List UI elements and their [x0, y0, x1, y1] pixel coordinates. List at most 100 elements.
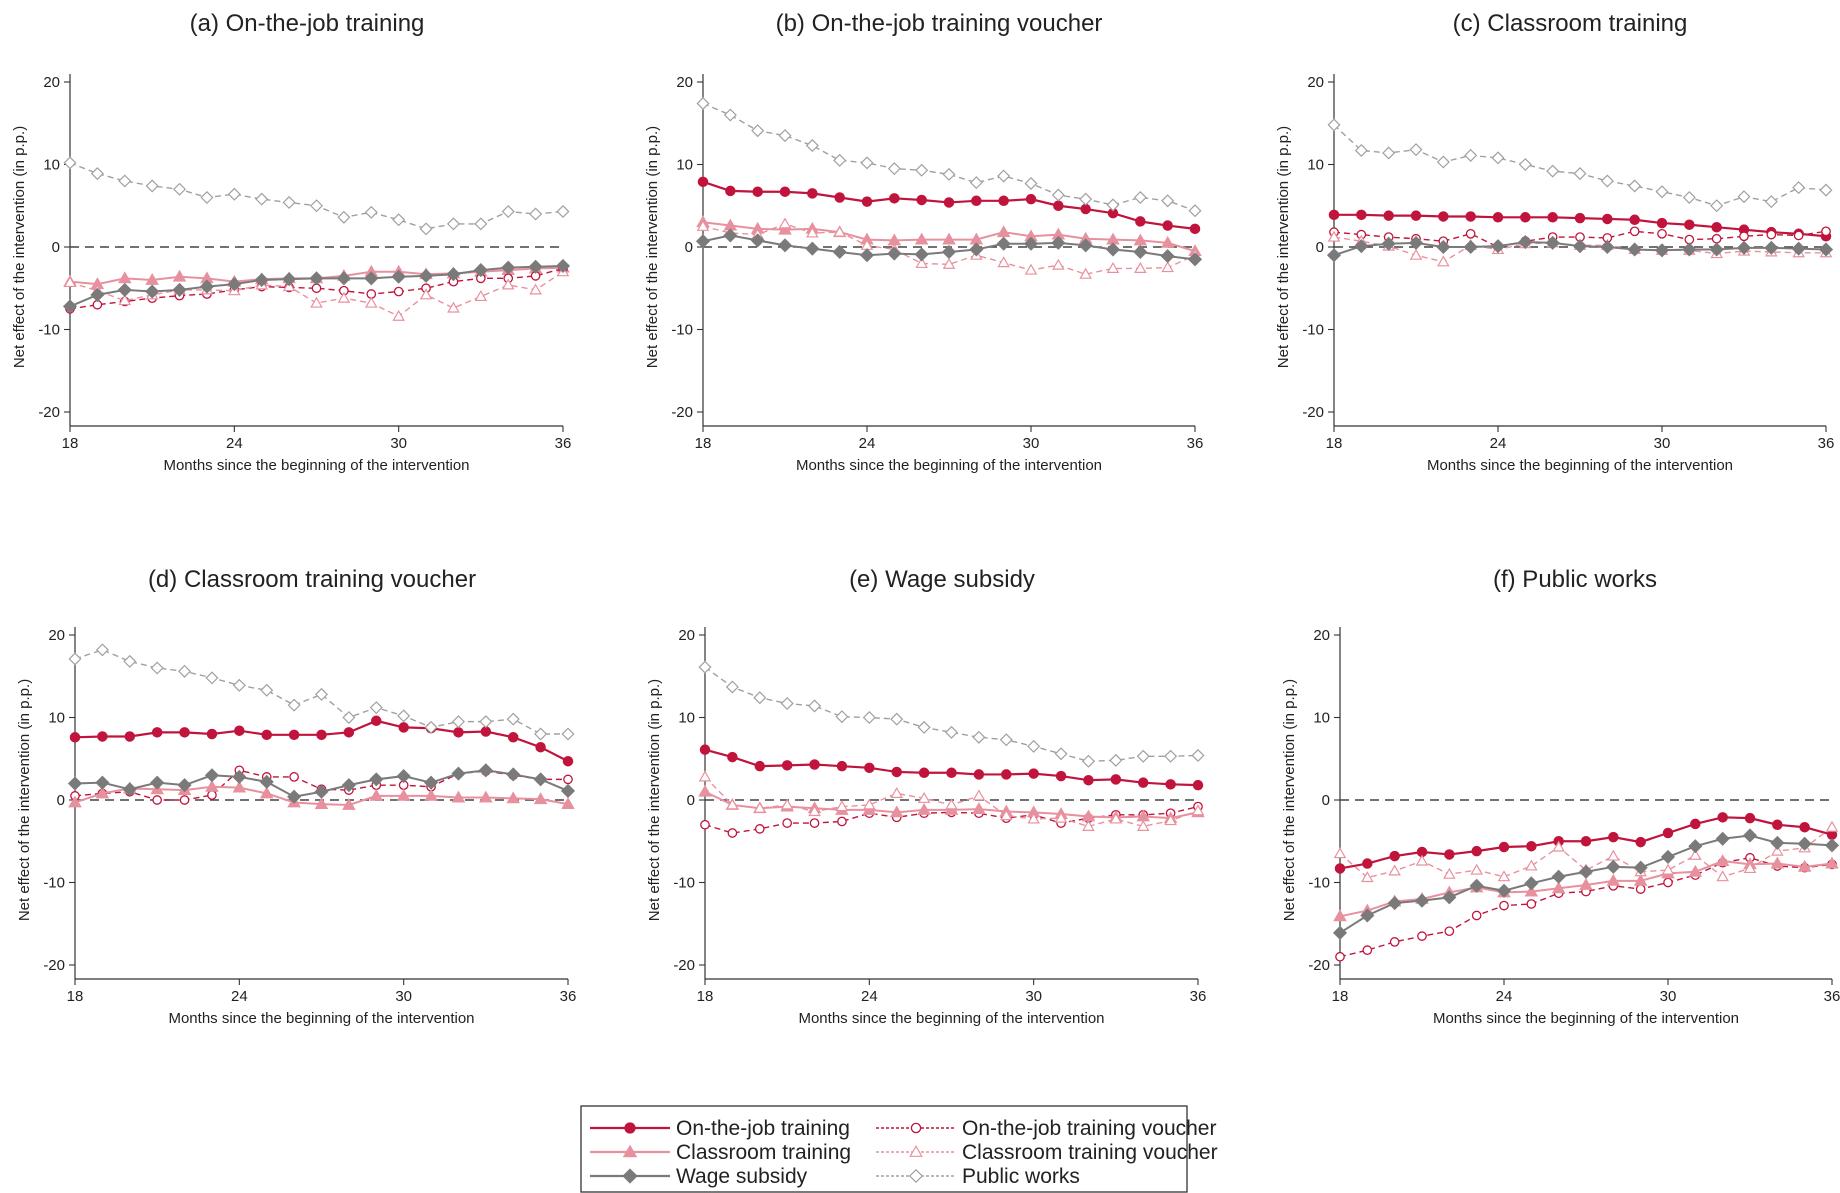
- data-point: [418, 268, 434, 283]
- legend-marker: [908, 1168, 924, 1184]
- data-point: [889, 805, 904, 818]
- data-point: [364, 296, 378, 308]
- data-point: [90, 167, 104, 181]
- data-point: [887, 162, 901, 176]
- data-point: [833, 153, 847, 167]
- data-point: [1492, 212, 1504, 223]
- data-point: [95, 775, 110, 790]
- data-point: [779, 186, 791, 197]
- data-point: [972, 730, 986, 744]
- data-point: [999, 733, 1013, 747]
- data-point: [1715, 854, 1730, 866]
- data-point: [1027, 739, 1041, 753]
- data-point: [1491, 151, 1505, 165]
- data-point: [996, 225, 1011, 238]
- data-point: [1600, 174, 1614, 188]
- data-point: [260, 683, 274, 697]
- y-tick-label: -20: [673, 957, 695, 974]
- data-point: [172, 282, 187, 297]
- data-point: [1498, 841, 1510, 853]
- data-point: [1362, 858, 1373, 869]
- series-public-works: [698, 660, 1205, 768]
- data-point: [914, 247, 929, 262]
- data-point: [1024, 176, 1038, 190]
- data-point: [1717, 812, 1728, 823]
- data-point: [451, 715, 465, 729]
- y-tick-label: 20: [48, 627, 65, 644]
- x-tick-label: 30: [395, 988, 412, 1005]
- y-tick-label: 10: [48, 710, 65, 727]
- series-line: [704, 666, 1199, 762]
- data-point: [997, 169, 1011, 183]
- y-tick-label: 20: [1313, 627, 1330, 644]
- data-point: [151, 727, 163, 738]
- data-point: [474, 290, 488, 302]
- data-point: [915, 257, 928, 269]
- data-point: [473, 263, 488, 278]
- series-ojt: [1328, 209, 1832, 242]
- data-point: [364, 205, 378, 219]
- data-point: [808, 805, 821, 817]
- data-point: [310, 296, 323, 308]
- data-point: [479, 715, 493, 729]
- data-point: [1332, 925, 1348, 940]
- data-point: [1607, 849, 1620, 861]
- data-point: [1574, 212, 1586, 224]
- y-tick-label: -10: [673, 875, 695, 892]
- data-point: [1080, 203, 1091, 215]
- legend-item-ojt-voucher: On-the-job training voucher: [876, 1117, 1216, 1140]
- data-point: [528, 259, 543, 274]
- data-point: [173, 182, 187, 196]
- data-point: [809, 818, 820, 828]
- data-point: [1526, 840, 1537, 852]
- data-point: [941, 244, 957, 260]
- data-point: [1821, 226, 1831, 237]
- data-point: [1054, 747, 1068, 761]
- data-point: [152, 795, 163, 805]
- y-tick-label: 10: [678, 710, 695, 727]
- data-point: [474, 217, 488, 231]
- data-point: [446, 217, 460, 231]
- data-point: [1520, 212, 1531, 223]
- data-point: [864, 762, 875, 774]
- data-point: [782, 818, 793, 828]
- data-point: [1715, 831, 1730, 846]
- data-point: [1409, 143, 1423, 157]
- data-point: [453, 727, 464, 738]
- data-point: [562, 755, 574, 767]
- y-tick-label: -10: [671, 322, 693, 339]
- x-axis-label: Months since the beginning of the interv…: [1433, 1010, 1739, 1027]
- data-point: [1496, 883, 1512, 898]
- data-point: [1633, 873, 1648, 886]
- data-point: [1545, 235, 1560, 250]
- data-point: [834, 192, 845, 203]
- data-point: [287, 698, 301, 712]
- data-point: [205, 671, 219, 685]
- data-point: [837, 816, 847, 827]
- data-point: [1744, 812, 1756, 824]
- data-point: [942, 167, 956, 181]
- data-point: [1382, 146, 1396, 160]
- data-point: [117, 271, 132, 284]
- data-point: [1162, 220, 1173, 231]
- data-point: [555, 258, 571, 274]
- x-tick-label: 36: [560, 988, 577, 1005]
- x-tick-label: 24: [1490, 435, 1507, 452]
- data-point: [501, 260, 516, 275]
- data-point: [282, 272, 297, 287]
- data-point: [780, 798, 794, 810]
- series-line: [1333, 124, 1827, 207]
- legend-box: [580, 1105, 1188, 1193]
- data-point: [809, 759, 820, 770]
- y-tick-label: 10: [43, 157, 60, 174]
- y-axis-label: Net effect of the intervention (in p.p.): [1275, 126, 1292, 368]
- data-point: [943, 197, 955, 208]
- data-point: [1327, 230, 1341, 242]
- data-point: [204, 768, 220, 783]
- data-point: [833, 225, 846, 237]
- data-point: [1436, 239, 1451, 255]
- data-point: [391, 269, 406, 284]
- data-point: [506, 712, 520, 726]
- y-tick-label: 20: [676, 74, 693, 91]
